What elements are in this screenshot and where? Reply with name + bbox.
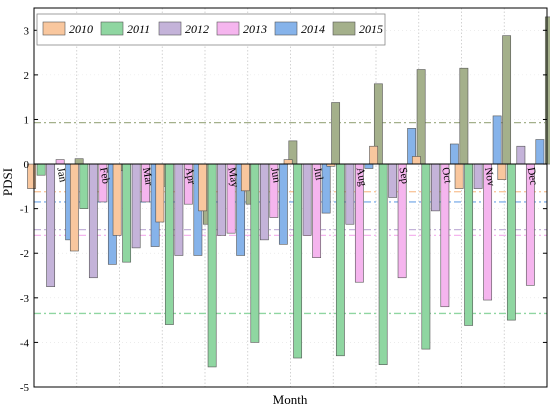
bar-2012-Aug xyxy=(345,163,355,225)
bar-2011-Nov xyxy=(464,163,474,326)
bar-2015-Oct xyxy=(459,67,469,165)
bar-2011-Jul xyxy=(293,163,303,359)
bar-2011-Jun xyxy=(250,163,260,343)
legend-swatch-2014 xyxy=(274,21,298,36)
month-label-Oct: Oct xyxy=(439,166,454,184)
bar-2010-Dec xyxy=(497,163,507,180)
y-tick-label: 3 xyxy=(24,25,30,37)
month-label-Jun: Jun xyxy=(268,166,283,184)
y-tick-label: -5 xyxy=(20,382,30,394)
bar-2014-Nov xyxy=(492,115,502,165)
bar-2012-Feb xyxy=(88,163,98,279)
bar-2012-Sep xyxy=(388,163,398,198)
plot-frame xyxy=(33,7,548,388)
bar-2010-Nov xyxy=(454,163,464,189)
bar-2011-Aug xyxy=(335,163,345,357)
legend-swatch-2015 xyxy=(332,21,356,36)
y-tick-label: -1 xyxy=(20,204,29,216)
bar-2012-Oct xyxy=(430,163,440,212)
legend-label-2015: 2015 xyxy=(359,22,383,36)
legend-swatch-2013 xyxy=(216,21,240,36)
month-label-May: May xyxy=(225,166,240,188)
y-axis-title: PDSI xyxy=(0,168,15,196)
y-tick-label: 1 xyxy=(24,114,30,126)
legend: 2010 2011 2012 2013 2014 2015 xyxy=(36,13,386,46)
legend-label-2011: 2011 xyxy=(127,22,150,36)
bar-2015-Jul xyxy=(331,102,341,165)
y-tick-label: -3 xyxy=(20,293,30,305)
y-tick-label: -4 xyxy=(20,337,30,349)
bar-2010-Jan xyxy=(27,163,37,189)
bar-2010-Sep xyxy=(369,145,379,165)
y-tick-label: -2 xyxy=(20,248,29,260)
bars xyxy=(27,16,550,368)
bar-2011-Oct xyxy=(421,163,431,350)
bar-2010-Mar xyxy=(112,163,122,236)
bar-2010-May xyxy=(198,163,208,212)
bar-2015-Sep xyxy=(416,69,426,165)
bar-2015-Jan xyxy=(74,158,84,165)
legend-label-2013: 2013 xyxy=(243,22,267,36)
bar-2011-Dec xyxy=(506,163,516,321)
legend-swatch-2010 xyxy=(42,21,66,36)
legend-label-2012: 2012 xyxy=(185,22,209,36)
bar-2011-Apr xyxy=(164,163,174,325)
bar-2014-Oct xyxy=(449,143,459,165)
month-label-Mar: Mar xyxy=(140,166,155,186)
bar-2012-May xyxy=(217,163,227,236)
bar-2015-Dec xyxy=(544,16,550,165)
legend-box xyxy=(36,13,386,46)
axes: -5 -4 -3 -2 -1 0 1 2 3 xyxy=(20,7,548,394)
month-label-Aug: Aug xyxy=(354,166,369,187)
month-label-Jan: Jan xyxy=(54,166,68,183)
month-label-Nov: Nov xyxy=(482,166,497,187)
bar-2012-Dec xyxy=(516,145,526,165)
bar-2010-Jul xyxy=(283,159,293,165)
month-label-Apr: Apr xyxy=(183,166,198,185)
legend-label-2010: 2010 xyxy=(69,22,93,36)
bar-2013-Oct xyxy=(440,163,450,308)
legend-label-2014: 2014 xyxy=(301,22,325,36)
bar-2011-Mar xyxy=(122,163,132,263)
legend-swatch-2011 xyxy=(100,21,124,36)
bar-2012-Jun xyxy=(259,163,269,241)
bar-2011-Sep xyxy=(378,163,388,366)
bar-2012-Jan xyxy=(46,163,56,287)
bar-2012-Jul xyxy=(302,163,312,236)
bar-2012-Nov xyxy=(473,163,483,189)
bar-2010-Jun xyxy=(240,163,250,192)
bar-2014-Dec xyxy=(535,139,545,165)
x-axis-title: Month xyxy=(273,392,308,407)
month-labels: Jan Feb Mar Apr May Jun Jul Aug Sep Oct Nov Dec xyxy=(54,166,539,188)
bar-2013-Jan xyxy=(55,159,65,165)
month-label-Dec: Dec xyxy=(525,166,540,186)
legend-swatch-2012 xyxy=(158,21,182,36)
y-tick-label: 0 xyxy=(24,159,30,171)
month-label-Sep: Sep xyxy=(396,166,411,185)
bar-2010-Apr xyxy=(155,163,165,223)
month-label-Feb: Feb xyxy=(97,166,112,185)
bar-2010-Oct xyxy=(411,156,421,165)
y-tick-label: 2 xyxy=(24,70,30,82)
bar-2011-Jan xyxy=(36,163,46,176)
bar-2010-Feb xyxy=(69,163,79,252)
month-label-Jul: Jul xyxy=(311,166,325,181)
bar-2011-May xyxy=(207,163,217,368)
bar-2011-Feb xyxy=(79,163,89,209)
bar-2012-Apr xyxy=(174,163,184,256)
bar-2015-Nov xyxy=(502,35,512,165)
bar-2012-Mar xyxy=(131,163,141,249)
